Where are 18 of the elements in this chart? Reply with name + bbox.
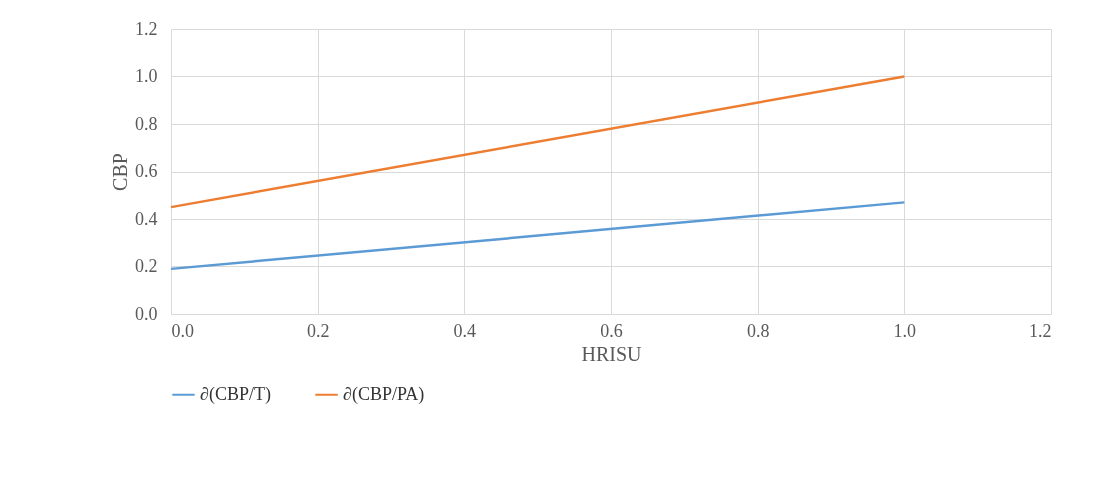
x-tick-label: 0.2 (306, 320, 330, 341)
x-tick-label: 0.0 (171, 320, 194, 341)
y-tick-label: 0.0 (135, 303, 158, 324)
y-tick-label: 0.6 (135, 161, 158, 181)
y-axis-title: CBP (109, 153, 131, 191)
x-tick-label: 0.6 (600, 320, 623, 341)
legend-label: ∂(CBP/PA) (343, 383, 425, 405)
y-tick-label: 0.4 (135, 208, 158, 229)
y-tick-label: 1.0 (135, 66, 158, 86)
x-axis-title: HRISU (581, 342, 643, 365)
x-tick-label: 1.0 (893, 320, 917, 341)
x-tick-label: 1.2 (1029, 320, 1052, 341)
legend-label: ∂(CBP/T) (200, 383, 271, 405)
x-tick-label: 0.8 (746, 320, 770, 341)
y-tick-label: 0.2 (135, 256, 158, 276)
x-tick-label: 0.4 (453, 320, 477, 341)
y-tick-label: 0.8 (135, 113, 158, 134)
y-tick-label: 1.2 (135, 18, 158, 39)
